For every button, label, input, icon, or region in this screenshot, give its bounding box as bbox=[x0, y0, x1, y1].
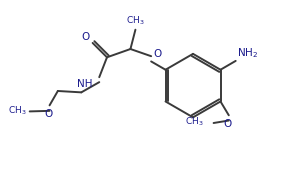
Text: O: O bbox=[44, 109, 52, 119]
Text: O: O bbox=[153, 49, 162, 59]
Text: NH: NH bbox=[77, 79, 92, 89]
Text: O: O bbox=[81, 32, 89, 42]
Text: CH$_3$: CH$_3$ bbox=[8, 105, 26, 117]
Text: NH$_2$: NH$_2$ bbox=[237, 46, 258, 60]
Text: O: O bbox=[223, 119, 232, 129]
Text: CH$_3$: CH$_3$ bbox=[126, 15, 145, 28]
Text: CH$_3$: CH$_3$ bbox=[185, 115, 204, 128]
